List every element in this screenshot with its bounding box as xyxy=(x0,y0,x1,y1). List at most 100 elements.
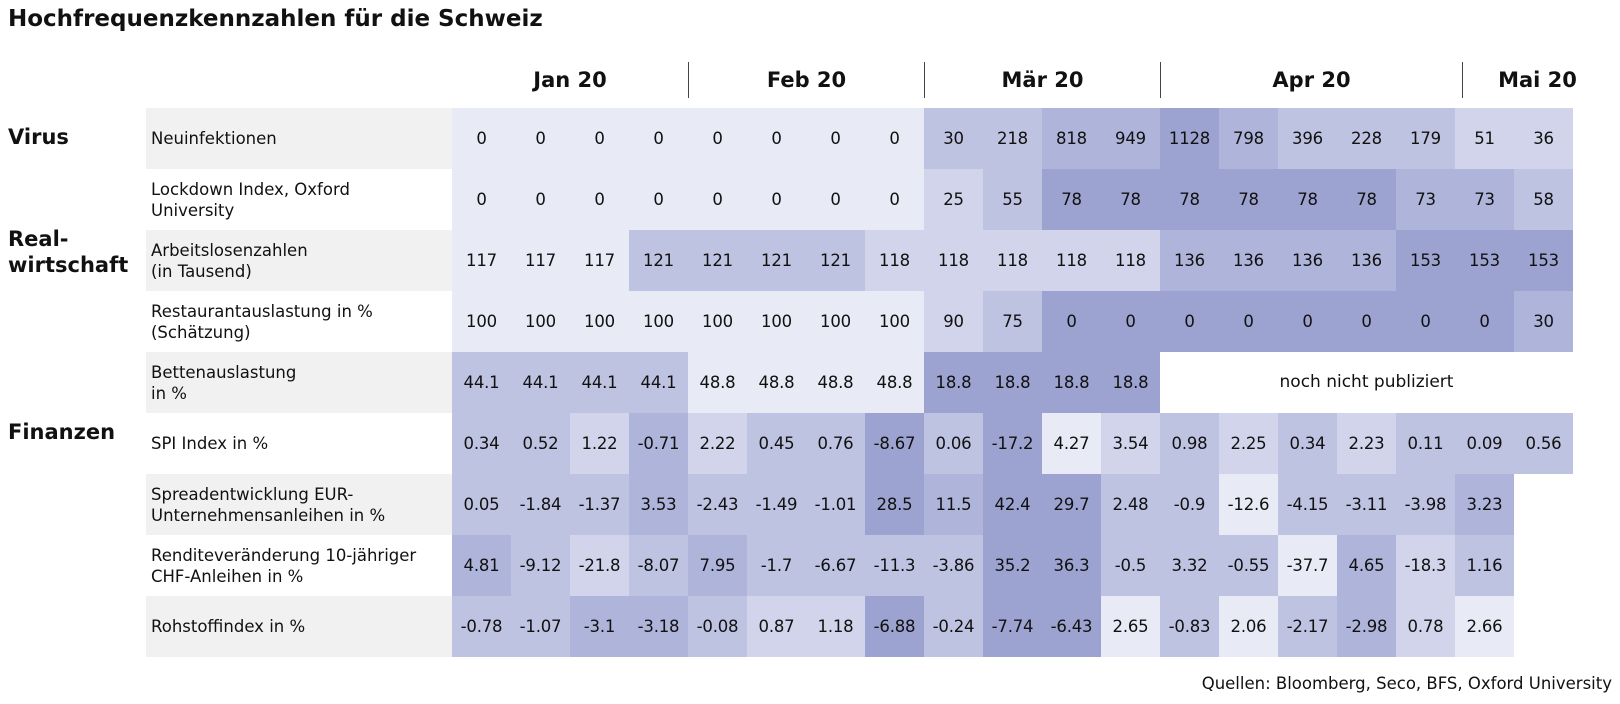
heatmap-cell: -0.83 xyxy=(1160,596,1219,657)
heatmap-cell: -2.98 xyxy=(1337,596,1396,657)
row-label-spi-index: SPI Index in % xyxy=(146,413,452,474)
heatmap-cell: -0.71 xyxy=(629,413,688,474)
source-note: Quellen: Bloomberg, Seco, BFS, Oxford Un… xyxy=(1201,674,1612,693)
heatmap-cell: 118 xyxy=(865,230,924,291)
heatmap-cell: 0 xyxy=(747,169,806,230)
row-label-lockdown-index: Lockdown Index, Oxford University xyxy=(146,169,452,230)
heatmap-cell: 0 xyxy=(511,108,570,169)
heatmap-cell: 0 xyxy=(570,169,629,230)
group-label-realwirtschaft: Real- wirtschaft xyxy=(8,227,129,277)
heatmap-cell: 1128 xyxy=(1160,108,1219,169)
heatmap-cell: 0.87 xyxy=(747,596,806,657)
heatmap-cell: 118 xyxy=(983,230,1042,291)
heatmap-cell: 136 xyxy=(1160,230,1219,291)
heatmap-cell: 798 xyxy=(1219,108,1278,169)
heatmap-cell: 42.4 xyxy=(983,474,1042,535)
heatmap-cell: 136 xyxy=(1219,230,1278,291)
heatmap-cell: -3.86 xyxy=(924,535,983,596)
row-label-arbeitslosenzahlen: Arbeitslosenzahlen (in Tausend) xyxy=(146,230,452,291)
row-label-spreadentwicklung: Spreadentwicklung EUR- Unternehmensanlei… xyxy=(146,474,452,535)
heatmap-cell: 25 xyxy=(924,169,983,230)
heatmap-cell: 18.8 xyxy=(1101,352,1160,413)
heatmap-cell: 153 xyxy=(1514,230,1573,291)
heatmap-cell: 0.45 xyxy=(747,413,806,474)
row-label-bettenauslastung: Bettenauslastung in % xyxy=(146,352,452,413)
heatmap-cell: 18.8 xyxy=(1042,352,1101,413)
heatmap-cell: 118 xyxy=(924,230,983,291)
month-header-may: Mai 20 xyxy=(1462,62,1612,98)
heatmap-cell: 0.56 xyxy=(1514,413,1573,474)
heatmap-cell: 1.18 xyxy=(806,596,865,657)
heatmap-cell: 100 xyxy=(570,291,629,352)
heatmap-cell: 36.3 xyxy=(1042,535,1101,596)
heatmap-cell: -8.07 xyxy=(629,535,688,596)
heatmap-cell: 121 xyxy=(806,230,865,291)
heatmap-cell: 29.7 xyxy=(1042,474,1101,535)
heatmap-cell: -9.12 xyxy=(511,535,570,596)
heatmap-cell: 100 xyxy=(688,291,747,352)
heatmap-cell: 118 xyxy=(1042,230,1101,291)
heatmap-cell: 3.23 xyxy=(1455,474,1514,535)
heatmap-cell: 0.05 xyxy=(452,474,511,535)
heatmap-cell: -2.43 xyxy=(688,474,747,535)
heatmap-cell: 0.06 xyxy=(924,413,983,474)
heatmap-cell: -6.43 xyxy=(1042,596,1101,657)
heatmap-cell: 73 xyxy=(1455,169,1514,230)
heatmap-cell: 2.23 xyxy=(1337,413,1396,474)
heatmap-cell: 0 xyxy=(570,108,629,169)
heatmap-cell: -3.98 xyxy=(1396,474,1455,535)
heatmap-cell: 48.8 xyxy=(865,352,924,413)
heatmap-cell: -1.07 xyxy=(511,596,570,657)
heatmap-cell: 100 xyxy=(511,291,570,352)
heatmap-cell: -0.24 xyxy=(924,596,983,657)
heatmap-cell: 136 xyxy=(1278,230,1337,291)
heatmap-cell: 0 xyxy=(806,169,865,230)
heatmap-cell: 28.5 xyxy=(865,474,924,535)
heatmap-cell: -1.84 xyxy=(511,474,570,535)
month-header-feb: Feb 20 xyxy=(688,62,924,98)
heatmap-cell: -18.3 xyxy=(1396,535,1455,596)
heatmap-cell: -12.6 xyxy=(1219,474,1278,535)
heatmap-cell: 396 xyxy=(1278,108,1337,169)
heatmap-cell: -6.88 xyxy=(865,596,924,657)
heatmap-cell: 136 xyxy=(1337,230,1396,291)
heatmap-cell: 0 xyxy=(865,108,924,169)
group-label-virus: Virus xyxy=(8,125,69,149)
row-label-renditeveraenderung: Renditeveränderung 10-jähriger CHF-Anlei… xyxy=(146,535,452,596)
heatmap-cell: 0 xyxy=(1396,291,1455,352)
heatmap-cell: 18.8 xyxy=(924,352,983,413)
heatmap-cell: -1.01 xyxy=(806,474,865,535)
heatmap-cell: 153 xyxy=(1455,230,1514,291)
heatmap-cell: 3.54 xyxy=(1101,413,1160,474)
heatmap-cell: -0.55 xyxy=(1219,535,1278,596)
heatmap-cell: -8.67 xyxy=(865,413,924,474)
heatmap-cell: 0 xyxy=(452,108,511,169)
heatmap-cell: 818 xyxy=(1042,108,1101,169)
group-labels: Virus Real- wirtschaft Finanzen xyxy=(8,108,146,658)
heatmap-cell: -11.3 xyxy=(865,535,924,596)
heatmap-cell: 2.48 xyxy=(1101,474,1160,535)
row-label-rohstoffindex: Rohstoffindex in % xyxy=(146,596,452,657)
heatmap-cell: -17.2 xyxy=(983,413,1042,474)
heatmap-cell: 117 xyxy=(570,230,629,291)
heatmap-cell: 73 xyxy=(1396,169,1455,230)
heatmap-cell: 2.06 xyxy=(1219,596,1278,657)
heatmap-cell: -0.9 xyxy=(1160,474,1219,535)
heatmap-cell: 0.34 xyxy=(452,413,511,474)
heatmap-cell: 0 xyxy=(865,169,924,230)
heatmap-cell: 118 xyxy=(1101,230,1160,291)
heatmap-cell: -0.78 xyxy=(452,596,511,657)
heatmap-cell: 78 xyxy=(1278,169,1337,230)
heatmap-cell: 0 xyxy=(1042,291,1101,352)
heatmap-cell: 44.1 xyxy=(511,352,570,413)
heatmap-cell: 0 xyxy=(806,108,865,169)
month-header-apr: Apr 20 xyxy=(1160,62,1462,98)
heatmap-cell: 35.2 xyxy=(983,535,1042,596)
heatmap-cell: 30 xyxy=(924,108,983,169)
heatmap-cell: 78 xyxy=(1042,169,1101,230)
heatmap-cell: 1.22 xyxy=(570,413,629,474)
heatmap-cell: 100 xyxy=(806,291,865,352)
heatmap-cell: 7.95 xyxy=(688,535,747,596)
heatmap-cell: -37.7 xyxy=(1278,535,1337,596)
heatmap-cell: 4.65 xyxy=(1337,535,1396,596)
